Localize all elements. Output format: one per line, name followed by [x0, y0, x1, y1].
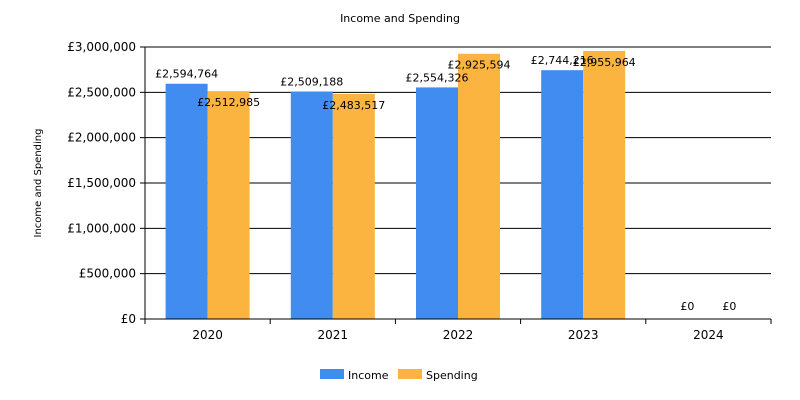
- bar-income-2021: [290, 91, 333, 319]
- y-tick-label: £500,000: [79, 267, 136, 281]
- legend-swatch-spending: [398, 369, 422, 379]
- axes: £0 £500,000 £1,000,000 £1,500,000 £2,000,000…: [67, 40, 772, 342]
- bar-income-2022: [416, 87, 458, 319]
- data-label: £2,925,594: [448, 59, 511, 72]
- data-label: £2,554,326: [406, 71, 469, 84]
- bars: [165, 50, 626, 320]
- x-tick-label: 2022: [443, 328, 474, 342]
- x-tick-label: 2024: [693, 328, 724, 342]
- x-tick-label: 2021: [318, 328, 349, 342]
- x-tick-label: 2020: [192, 328, 223, 342]
- data-label: £2,744,216: [531, 54, 594, 67]
- data-label: £0: [722, 300, 736, 313]
- y-tick-label: £1,000,000: [67, 221, 136, 235]
- legend-swatch-income: [320, 369, 344, 379]
- bar-spending-2022: [458, 53, 500, 319]
- legend: Income Spending: [320, 369, 478, 382]
- bar-spending-2020: [207, 91, 250, 319]
- y-tick-label: £2,500,000: [67, 85, 136, 99]
- bar-spending-2021: [332, 93, 375, 319]
- x-tick-label: 2023: [568, 328, 599, 342]
- y-tick-label: £1,500,000: [67, 176, 136, 190]
- y-tick-label: £2,000,000: [67, 131, 136, 145]
- y-tick-label: £3,000,000: [67, 40, 136, 54]
- data-label: £2,509,188: [280, 76, 343, 89]
- bar-income-2020: [165, 83, 208, 319]
- data-label: £2,512,985: [197, 96, 260, 109]
- y-axis-label: Income and Spending: [33, 129, 44, 238]
- chart-title: Income and Spending: [340, 12, 460, 25]
- bar-income-2023: [541, 70, 584, 319]
- data-labels: £2,594,764 £2,512,985 £2,509,188 £2,483,517…: [155, 54, 736, 313]
- bar-spending-2023: [583, 50, 626, 320]
- data-label: £2,594,764: [155, 68, 218, 81]
- legend-label-income: Income: [348, 369, 389, 382]
- data-label: £2,955,964: [573, 56, 636, 69]
- legend-label-spending: Spending: [426, 369, 478, 382]
- data-label: £0: [680, 300, 694, 313]
- y-tick-label: £0: [121, 312, 136, 326]
- data-label: £2,483,517: [322, 99, 385, 112]
